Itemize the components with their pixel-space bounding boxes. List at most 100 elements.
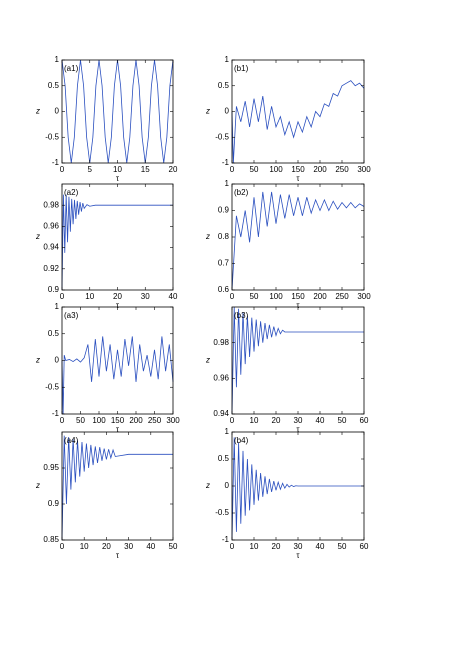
x-axis-label: τ (296, 551, 300, 560)
y-tick-label: 0.95 (43, 463, 59, 472)
y-tick-label: -1 (52, 409, 60, 418)
x-axis-label: τ (116, 301, 120, 310)
x-tick-label: 10 (250, 542, 259, 551)
x-axis-label: τ (296, 174, 300, 183)
y-tick-label: 1 (225, 179, 230, 188)
y-tick-label: -0.5 (45, 382, 59, 391)
x-tick-label: 0 (60, 542, 65, 551)
x-tick-label: 20 (272, 542, 281, 551)
panel-label: (a1) (64, 64, 79, 73)
x-tick-label: 5 (88, 165, 93, 174)
x-tick-label: 10 (85, 292, 94, 301)
x-tick-label: 10 (250, 416, 259, 425)
y-tick-label: 0.6 (218, 285, 230, 294)
data-line (231, 191, 365, 291)
y-tick-label: 0.94 (213, 409, 229, 418)
axes-frame (231, 183, 365, 291)
y-tick-label: 0.5 (218, 454, 230, 463)
y-tick-label: 0 (55, 107, 60, 116)
x-tick-label: 250 (335, 165, 349, 174)
y-tick-label: 0.5 (48, 81, 60, 90)
y-tick-label: 0.5 (218, 81, 230, 90)
x-tick-label: 30 (294, 542, 303, 551)
y-axis-label: z (35, 107, 40, 116)
x-tick-label: 100 (269, 292, 283, 301)
x-tick-label: 200 (313, 292, 327, 301)
y-axis-label: z (35, 232, 40, 241)
x-tick-label: 0 (230, 416, 235, 425)
panel-label: (b1) (234, 64, 249, 73)
y-tick-label: 0.7 (218, 259, 230, 268)
y-tick-label: 0.9 (48, 285, 60, 294)
y-tick-label: 0.92 (43, 264, 59, 273)
x-axis-label: τ (296, 425, 300, 434)
data-line (231, 80, 365, 164)
x-tick-label: 40 (316, 542, 325, 551)
y-tick-label: 0.9 (218, 206, 230, 215)
x-tick-label: 150 (291, 165, 305, 174)
x-tick-label: 0 (230, 165, 235, 174)
panel-label: (b4) (234, 436, 249, 445)
x-tick-label: 250 (335, 292, 349, 301)
x-tick-label: 300 (357, 165, 371, 174)
y-axis-label: z (205, 107, 210, 116)
y-tick-label: 0.85 (43, 535, 59, 544)
x-tick-label: 50 (250, 165, 259, 174)
x-tick-label: 60 (360, 542, 369, 551)
x-tick-label: 50 (338, 542, 347, 551)
x-tick-label: 0 (60, 165, 65, 174)
axes-frame (61, 183, 174, 291)
y-axis-label: z (205, 481, 210, 490)
x-tick-label: 20 (272, 416, 281, 425)
x-tick-label: 0 (60, 292, 65, 301)
x-axis-label: τ (296, 301, 300, 310)
x-tick-label: 15 (141, 165, 150, 174)
x-tick-label: 30 (141, 292, 150, 301)
panel-label: (b2) (234, 188, 249, 197)
x-tick-label: 0 (230, 542, 235, 551)
x-tick-label: 10 (80, 542, 89, 551)
y-tick-label: 0.8 (218, 232, 230, 241)
x-tick-label: 40 (316, 416, 325, 425)
x-tick-label: 100 (92, 416, 106, 425)
y-tick-label: 0 (225, 481, 230, 490)
x-tick-label: 20 (102, 542, 111, 551)
x-tick-label: 20 (113, 292, 122, 301)
y-axis-label: z (35, 481, 40, 490)
x-tick-label: 40 (169, 292, 178, 301)
y-tick-label: 0.96 (213, 373, 229, 382)
x-tick-label: 60 (360, 416, 369, 425)
x-tick-label: 40 (146, 542, 155, 551)
y-tick-label: 0 (55, 356, 60, 365)
panel-label: (a2) (64, 188, 79, 197)
panel-label: (a3) (64, 311, 79, 320)
y-axis-label: z (205, 356, 210, 365)
y-tick-label: 1 (225, 55, 230, 64)
data-line (61, 435, 173, 541)
y-tick-label: 0 (225, 107, 230, 116)
x-tick-label: 100 (269, 165, 283, 174)
x-axis-label: τ (116, 174, 120, 183)
data-line (61, 194, 173, 291)
panel-label: (a4) (64, 436, 79, 445)
x-tick-label: 30 (124, 542, 133, 551)
y-tick-label: -0.5 (215, 508, 229, 517)
x-tick-label: 10 (113, 165, 122, 174)
x-tick-label: 20 (169, 165, 178, 174)
y-tick-label: 1 (225, 427, 230, 436)
data-line (231, 437, 364, 541)
y-tick-label: -0.5 (45, 132, 59, 141)
y-tick-label: -1 (222, 158, 230, 167)
x-tick-label: 200 (313, 165, 327, 174)
x-tick-label: 300 (166, 416, 180, 425)
data-line (231, 306, 364, 415)
x-tick-label: 150 (111, 416, 125, 425)
x-tick-label: 0 (60, 416, 65, 425)
y-tick-label: -1 (52, 158, 60, 167)
x-tick-label: 50 (76, 416, 85, 425)
y-tick-label: 0.98 (213, 338, 229, 347)
x-tick-label: 50 (250, 292, 259, 301)
x-tick-label: 50 (338, 416, 347, 425)
x-tick-label: 300 (357, 292, 371, 301)
